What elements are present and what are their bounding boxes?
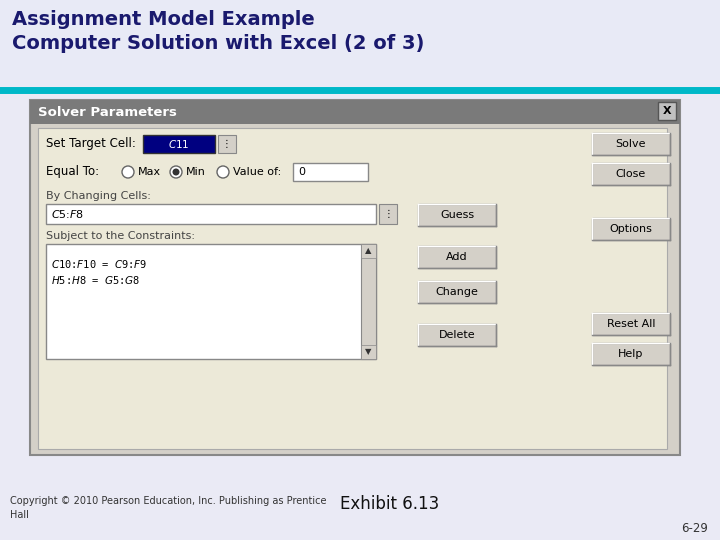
Bar (218, 135, 236, 153)
Text: Assignment Model Example
Computer Solution with Excel (2 of 3): Assignment Model Example Computer Soluti… (12, 10, 424, 53)
Text: Solver Parameters: Solver Parameters (38, 105, 177, 118)
Bar (592, 343, 670, 365)
Circle shape (173, 168, 179, 176)
Bar (418, 246, 496, 268)
Bar (592, 163, 670, 185)
Text: Subject to the Constraints:: Subject to the Constraints: (46, 231, 195, 241)
Text: X: X (662, 106, 671, 116)
Bar (143, 135, 215, 153)
Bar (46, 204, 376, 224)
Text: Solve: Solve (616, 139, 647, 149)
Text: ⋮: ⋮ (222, 139, 232, 149)
Circle shape (122, 166, 134, 178)
Text: Options: Options (610, 224, 652, 234)
Text: Exhibit 6.13: Exhibit 6.13 (341, 495, 440, 513)
Text: ⋮: ⋮ (383, 209, 393, 219)
Bar (0, 0, 720, 90)
Text: Min: Min (186, 167, 206, 177)
Bar (379, 204, 397, 224)
Text: ▼: ▼ (365, 348, 372, 356)
Text: Set Target Cell:: Set Target Cell: (46, 138, 136, 151)
Bar (38, 128, 667, 449)
Bar (361, 345, 376, 359)
Bar (418, 281, 496, 303)
Bar (30, 100, 680, 455)
Text: ▲: ▲ (365, 246, 372, 255)
Text: Add: Add (446, 252, 468, 262)
Bar (418, 324, 496, 346)
Circle shape (217, 166, 229, 178)
Text: Equal To:: Equal To: (46, 165, 99, 179)
Bar (361, 244, 376, 258)
Bar (30, 100, 680, 124)
Text: Close: Close (616, 169, 646, 179)
Text: 0: 0 (298, 167, 305, 177)
Text: By Changing Cells:: By Changing Cells: (46, 191, 151, 201)
Text: $C$10:$F$10 = $C$9:$F$9: $C$10:$F$10 = $C$9:$F$9 (51, 258, 148, 270)
Text: 6-29: 6-29 (681, 522, 708, 535)
Bar (592, 133, 670, 155)
Text: Delete: Delete (438, 330, 475, 340)
Text: Copyright © 2010 Pearson Education, Inc. Publishing as Prentice
Hall: Copyright © 2010 Pearson Education, Inc.… (10, 496, 326, 520)
Text: $C$11: $C$11 (168, 138, 190, 150)
Bar (293, 163, 368, 181)
Text: $C$5:$F$8: $C$5:$F$8 (51, 208, 84, 220)
Text: Reset All: Reset All (607, 319, 655, 329)
Circle shape (170, 166, 182, 178)
Bar (46, 244, 376, 359)
Text: Change: Change (436, 287, 478, 297)
Bar (658, 102, 676, 120)
Bar (361, 244, 376, 359)
Bar (592, 313, 670, 335)
Text: Value of:: Value of: (233, 167, 282, 177)
Bar (592, 218, 670, 240)
Text: Guess: Guess (440, 210, 474, 220)
Text: Max: Max (138, 167, 161, 177)
Text: Help: Help (618, 349, 644, 359)
Text: $H$5:$H$8 = $G$5:$G$8: $H$5:$H$8 = $G$5:$G$8 (51, 274, 140, 286)
Bar (418, 204, 496, 226)
